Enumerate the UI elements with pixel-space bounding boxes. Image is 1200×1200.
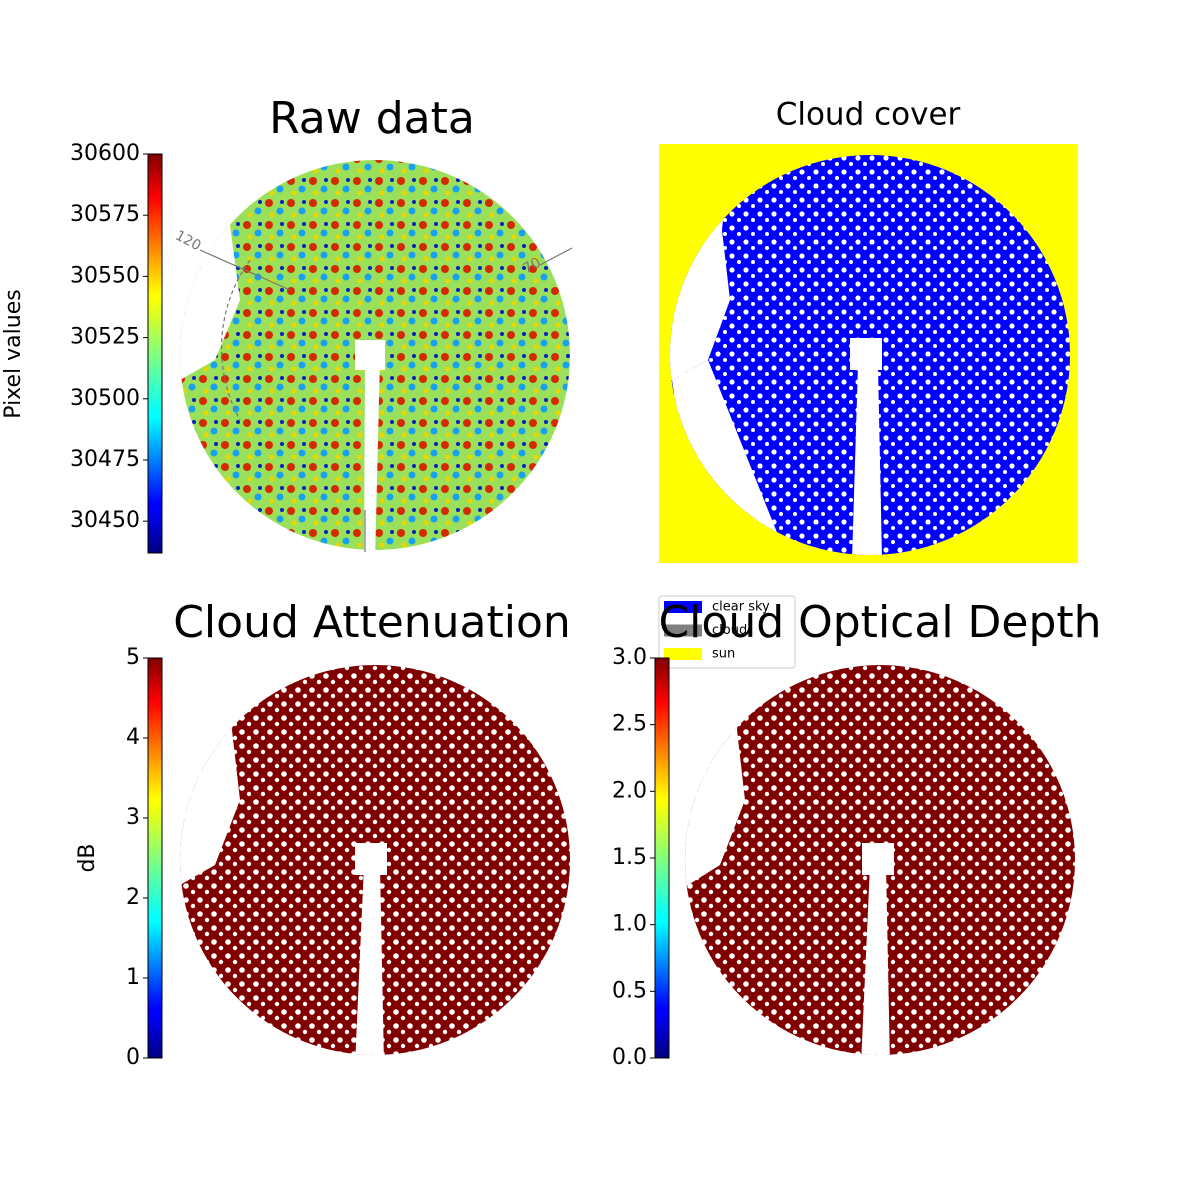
colorbar-tick-label: 2.0 xyxy=(612,778,647,803)
legend-label: sun xyxy=(712,647,735,662)
colorbar-tick-label: 30550 xyxy=(70,263,140,288)
polar-grid xyxy=(199,247,573,552)
legend-swatch xyxy=(664,648,702,660)
colorbar-tick-label: 1.0 xyxy=(612,912,647,937)
colorbar-tick-label: 1.5 xyxy=(612,845,647,870)
panel-title: Cloud Attenuation xyxy=(173,597,571,648)
legend-label: clear sky xyxy=(712,600,770,615)
colorbar-tick-label: 5 xyxy=(126,645,140,670)
raw-image xyxy=(180,160,570,550)
colorbar-tick-label: 0.0 xyxy=(612,1045,647,1070)
colorbar-tick-label: 2 xyxy=(126,885,140,910)
panel-title: Cloud Optical Depth xyxy=(658,597,1101,648)
colorbar-tick-label: 30600 xyxy=(70,141,140,166)
polar-annotation: 120 xyxy=(172,228,203,255)
panel-title: Cloud cover xyxy=(776,97,961,133)
colorbar-tick-label: 1 xyxy=(126,965,140,990)
colorbar xyxy=(148,658,162,1058)
colorbar xyxy=(148,154,162,553)
colorbar-tick-label: 30575 xyxy=(70,202,140,227)
colorbar xyxy=(655,658,669,1058)
colorbar-tick-label: 3 xyxy=(126,805,140,830)
colorbar-tick-label: 2.5 xyxy=(612,712,647,737)
legend-swatch xyxy=(664,624,702,637)
attenuation-image xyxy=(180,665,570,1055)
colorbar-label: dB xyxy=(75,843,100,872)
colorbar-tick-label: 30475 xyxy=(70,447,140,472)
optical-depth-image xyxy=(685,665,1075,1055)
legend-label: cloud xyxy=(712,623,747,638)
colorbar-tick-label: 3.0 xyxy=(612,645,647,670)
colorbar-frame xyxy=(147,153,163,554)
colorbar-tick-label: 0.5 xyxy=(612,978,647,1003)
colorbar-tick-label: 4 xyxy=(126,725,140,750)
polar-annotation: 70 xyxy=(520,255,543,277)
colorbar-tick-label: 0 xyxy=(126,1045,140,1070)
colorbar-tick-label: 30500 xyxy=(70,386,140,411)
legend: clear sky cloud sun xyxy=(658,595,796,669)
colorbar-label: Pixel values xyxy=(1,289,26,418)
panel-title: Raw data xyxy=(269,93,475,144)
colorbar-tick-label: 30525 xyxy=(70,325,140,350)
colorbar-frame xyxy=(147,657,163,1059)
legend-swatch xyxy=(664,601,702,613)
colorbar-tick-label: 30450 xyxy=(70,508,140,533)
